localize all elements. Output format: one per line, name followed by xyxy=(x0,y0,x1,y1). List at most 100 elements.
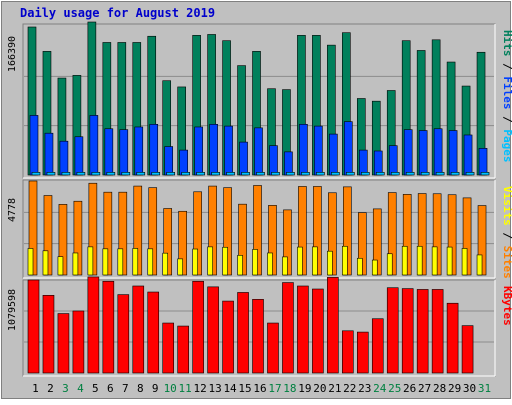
bar-visits xyxy=(72,252,79,276)
bar-visits xyxy=(192,248,198,276)
legend-separator: / xyxy=(501,226,512,246)
day-label: 16 xyxy=(253,382,266,395)
bar-pages xyxy=(91,172,101,176)
bar-kbytes xyxy=(132,285,145,374)
panel-visits-sites: 4778 Visits / Sites xyxy=(7,179,512,279)
bar-kbytes xyxy=(42,294,55,374)
bar-visits xyxy=(386,253,393,276)
bar-visits xyxy=(371,259,378,276)
bar-pages xyxy=(151,172,161,176)
chart-panels: 166390 Hits / Files / Pages 4778 Visits / S… xyxy=(7,21,512,377)
chart-title: Daily usage for August 2019 xyxy=(20,6,215,20)
bar-pages xyxy=(286,172,295,176)
bar-files xyxy=(179,149,188,176)
bar-files xyxy=(29,115,39,176)
bar-files xyxy=(89,115,99,176)
day-label: 22 xyxy=(343,382,356,395)
bar-kbytes xyxy=(356,331,369,374)
bar-pages xyxy=(136,172,146,176)
panel-hits-files-pages: 166390 Hits / Files / Pages xyxy=(7,21,512,179)
day-label: 27 xyxy=(418,382,431,395)
bar-kbytes xyxy=(117,294,130,374)
bar-kbytes xyxy=(416,289,429,374)
bar-pages xyxy=(360,172,370,176)
bar-kbytes xyxy=(297,285,309,374)
bar-visits xyxy=(252,249,258,276)
bar-kbytes xyxy=(386,287,399,374)
bar-visits xyxy=(207,246,213,276)
day-label: 14 xyxy=(223,382,237,395)
bar-visits xyxy=(476,254,483,276)
bar-kbytes xyxy=(237,292,249,374)
bar-pages xyxy=(196,172,205,176)
bar-kbytes xyxy=(162,322,175,374)
legend-files: Files xyxy=(501,76,512,109)
bar-visits xyxy=(87,246,94,276)
day-label: 26 xyxy=(403,382,416,395)
bar-visits xyxy=(177,258,183,276)
bar-pages xyxy=(121,172,131,176)
bar-pages xyxy=(316,172,325,176)
bar-files xyxy=(104,128,114,176)
legend-hits: Hits xyxy=(501,30,512,57)
bar-visits xyxy=(132,248,139,276)
bar-kbytes xyxy=(327,277,339,374)
bar-files xyxy=(284,151,293,176)
bar-visits xyxy=(57,256,64,276)
bar-visits xyxy=(267,252,273,276)
bar-visits xyxy=(162,252,169,276)
day-label: 25 xyxy=(388,382,401,395)
day-labels: 1 2 3 4 5 6 7 8 9 10 11 12 13 14 15 16 17 18 19 20 21 22 23 24 2… xyxy=(32,382,491,395)
y-max-label: 4778 xyxy=(7,198,18,222)
day-label: 1 xyxy=(32,382,39,395)
bar-visits xyxy=(297,246,303,276)
legend-separator: / xyxy=(501,57,512,77)
bar-pages xyxy=(61,172,71,176)
bar-files xyxy=(388,145,398,176)
bar-pages xyxy=(271,172,280,176)
bar-kbytes xyxy=(27,279,40,374)
day-label: 17 xyxy=(268,382,281,395)
day-label: 9 xyxy=(152,382,159,395)
bar-kbytes xyxy=(461,325,474,374)
outer-bevel-shadow xyxy=(1,1,511,399)
bar-pages xyxy=(390,172,400,176)
bar-pages xyxy=(480,172,490,176)
bar-pages xyxy=(46,172,56,176)
bar-kbytes xyxy=(222,300,234,374)
bar-files xyxy=(149,123,159,176)
bar-visits xyxy=(416,245,423,276)
bar-files xyxy=(329,133,338,176)
day-label: 31 xyxy=(478,382,491,395)
bar-files xyxy=(59,140,69,176)
bar-visits xyxy=(117,248,124,276)
bar-visits xyxy=(237,255,243,276)
bar-pages xyxy=(465,172,475,176)
day-label: 10 xyxy=(164,382,177,395)
bar-visits xyxy=(312,246,318,276)
bar-files xyxy=(134,126,144,176)
bar-pages xyxy=(226,172,235,176)
bar-files xyxy=(448,130,458,176)
bar-pages xyxy=(211,172,220,176)
series-legend: Hits / Files / Pages xyxy=(501,30,512,163)
bar-kbytes xyxy=(87,276,100,374)
bar-visits xyxy=(222,246,228,276)
bar-files xyxy=(74,136,84,176)
bar-kbytes xyxy=(371,318,384,374)
day-label: 8 xyxy=(137,382,144,395)
bar-visits xyxy=(27,248,34,276)
bar-files xyxy=(239,141,248,176)
panel-kbytes: 1079598 KBytes xyxy=(7,276,512,377)
day-label: 4 xyxy=(77,382,84,395)
day-label: 21 xyxy=(328,382,341,395)
day-label: 30 xyxy=(463,382,476,395)
legend-visits: Visits xyxy=(501,186,512,226)
bar-pages xyxy=(420,172,430,176)
y-max-label: 166390 xyxy=(7,36,18,72)
bar-files xyxy=(164,146,174,176)
bar-files xyxy=(418,130,428,176)
bar-files xyxy=(194,126,203,176)
bar-visits xyxy=(327,250,333,276)
